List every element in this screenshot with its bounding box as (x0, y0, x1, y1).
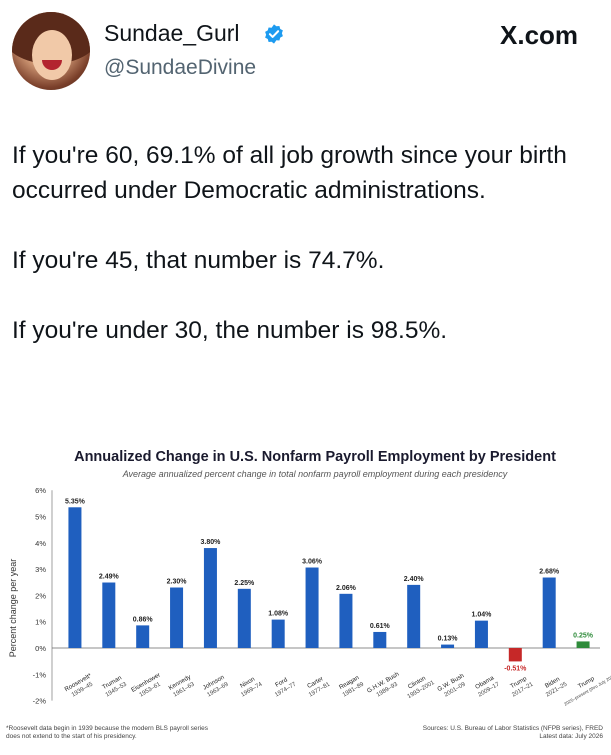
bar (474, 620, 488, 648)
chart-footnote-line-2: does not extend to the start of his pres… (6, 733, 137, 740)
y-tick-label: 2% (35, 591, 46, 600)
post-text: If you're 60, 69.1% of all job growth si… (12, 138, 602, 348)
bar-value-label: 0.86% (133, 616, 154, 623)
bar-value-label: 2.25% (234, 580, 255, 587)
y-tick-label: -1% (33, 670, 47, 679)
bar (271, 619, 285, 648)
chart-footnote-line-1: *Roosevelt data begin in 1939 because th… (6, 725, 209, 732)
display-name[interactable]: Sundae_Gurl (104, 20, 240, 46)
bar (576, 641, 590, 648)
bars: 5.35% Roosevelt*1939–45 2.49% Truman1945–53… (63, 498, 611, 707)
bar (102, 582, 116, 648)
bar (441, 644, 455, 648)
bar-value-label: 1.04% (472, 612, 493, 619)
bar (373, 631, 387, 648)
payroll-bar-chart: Annualized Change in U.S. Nonfarm Payrol… (6, 449, 611, 740)
chart-title: Annualized Change in U.S. Nonfarm Payrol… (74, 449, 556, 465)
bar (203, 548, 217, 648)
y-tick-label: 1% (35, 618, 46, 627)
y-tick-label: 0% (35, 644, 46, 653)
bar (339, 593, 353, 648)
avatar-mouth (42, 60, 62, 70)
y-axis-label: Percent change per year (8, 559, 18, 658)
site-watermark: X.com (500, 20, 579, 50)
avatar[interactable] (12, 12, 90, 90)
bar (136, 625, 150, 648)
y-tick-label: 6% (35, 486, 46, 495)
chart-subtitle: Average annualized percent change in tot… (122, 469, 508, 479)
bar (542, 577, 556, 648)
bar-value-label: 3.06% (302, 559, 323, 566)
verified-badge-icon (265, 24, 283, 44)
bar-value-label: 5.35% (65, 498, 86, 505)
bar (407, 584, 421, 648)
x-tick-label: Roosevelt*1939–45 (63, 672, 94, 699)
bar-value-label: 0.25% (573, 632, 594, 639)
y-tick-label: 4% (35, 539, 46, 548)
bar (170, 587, 184, 648)
y-tick-label: 5% (35, 513, 46, 522)
chart-image[interactable]: Annualized Change in U.S. Nonfarm Payrol… (0, 436, 611, 750)
avatar-face (32, 30, 72, 80)
bar-value-label: 1.08% (268, 611, 289, 618)
bar-value-label: 0.13% (438, 636, 459, 643)
bar (305, 567, 319, 648)
post-paragraph-2: If you're 45, that number is 74.7%. (12, 247, 385, 274)
post-header: Sundae_Gurl @SundaeDivine X.com (0, 0, 611, 100)
bar (68, 507, 82, 648)
chart-sources: Sources: U.S. Bureau of Labor Statistics… (423, 725, 604, 732)
user-handle[interactable]: @SundaeDivine (104, 56, 257, 79)
bar-value-label: 0.61% (370, 623, 391, 630)
post-paragraph-3: If you're under 30, the number is 98.5%. (12, 317, 448, 344)
y-tick-label: -2% (33, 697, 47, 706)
y-axis: -2% -1% 0% 1% 2% 3% 4% 5% 6% (33, 486, 600, 706)
post-paragraph-1: If you're 60, 69.1% of all job growth si… (12, 142, 567, 204)
bar (237, 588, 251, 648)
y-tick-label: 3% (35, 565, 46, 574)
chart-latest-data: Latest data: July 2026 (539, 733, 603, 740)
bar-value-label: 2.06% (336, 585, 357, 592)
bar (508, 648, 522, 662)
bar-value-label: 2.68% (539, 569, 560, 576)
bar-value-label: 2.49% (99, 574, 120, 581)
bar-value-label: 2.30% (167, 579, 188, 586)
bar-value-label: 3.80% (201, 539, 222, 546)
bar-value-label: 2.40% (404, 576, 425, 583)
bar-value-label: -0.51% (504, 665, 527, 672)
